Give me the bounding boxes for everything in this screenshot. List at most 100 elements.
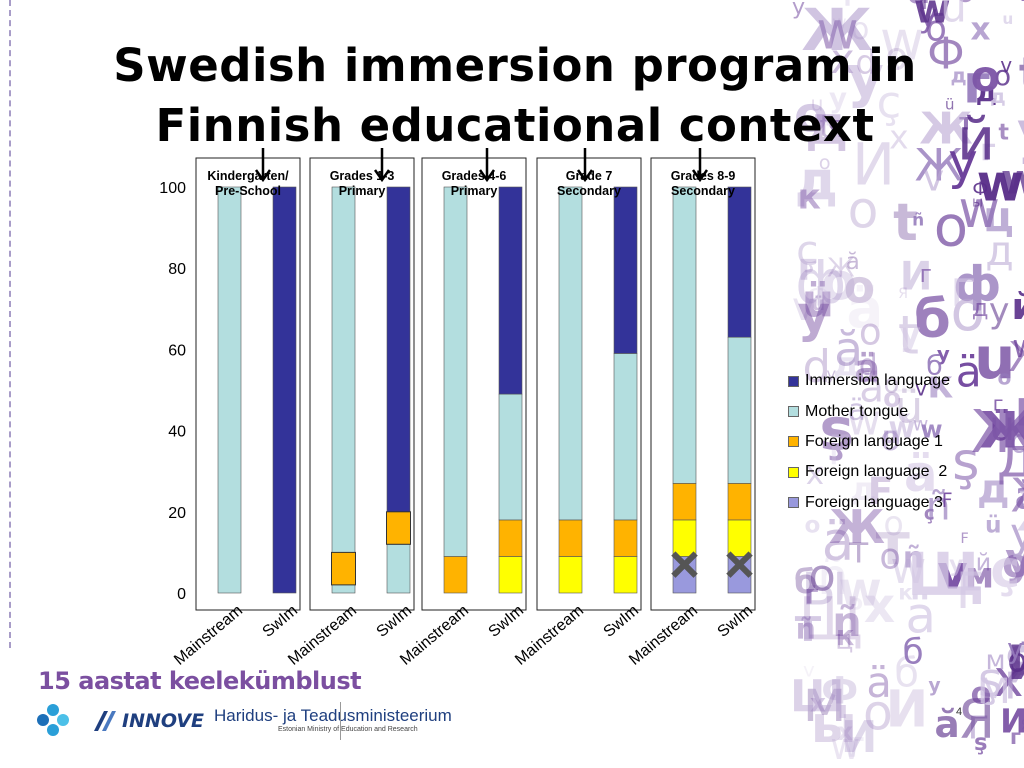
title-line-1: Swedish immersion program in — [113, 39, 917, 92]
decorative-glyph: ä — [866, 658, 891, 707]
decorative-glyph: w — [959, 180, 1000, 239]
decorative-glyph: г — [967, 700, 989, 749]
decorative-glyph: И — [1020, 429, 1024, 488]
bar-segment — [386, 186, 411, 545]
bar-segment — [613, 186, 638, 354]
decorative-glyph: y — [792, 0, 805, 20]
legend-label: Mother tongue — [805, 402, 909, 420]
decorative-glyph: д — [805, 93, 848, 156]
left-dashed-border — [9, 0, 11, 648]
decorative-glyph: д — [795, 149, 838, 212]
decorative-glyph: м — [803, 667, 847, 735]
legend-swatch — [788, 375, 799, 387]
decorative-glyph: w — [920, 415, 942, 443]
decorative-glyph: г — [963, 53, 991, 116]
decorative-glyph: ç — [796, 226, 818, 274]
decorative-glyph: г — [846, 724, 865, 765]
legend-label: Immersion language — [805, 372, 950, 390]
decorative-glyph: w — [977, 153, 1024, 213]
ministry-logo: Haridus- ja Teadusministeerium Estonian … — [214, 706, 452, 733]
decorative-glyph: г — [841, 0, 865, 16]
decorative-glyph: o — [998, 365, 1012, 389]
bar-segment — [498, 519, 523, 557]
decorative-glyph: И — [1007, 636, 1024, 691]
decorative-glyph: ü — [1021, 263, 1024, 323]
legend-item: Foreign language 2 — [788, 457, 950, 487]
decorative-glyph: v — [923, 156, 944, 199]
bar-segment — [558, 519, 583, 557]
legend-swatch — [788, 406, 799, 418]
decorative-glyph: о — [805, 512, 821, 538]
decorative-glyph: ü — [945, 95, 955, 113]
innove-logo: INNOVE — [92, 709, 204, 733]
decorative-glyph: ы — [801, 551, 848, 620]
decorative-glyph: w — [832, 14, 847, 34]
legend-label: Foreign language 2 — [805, 463, 948, 481]
decorative-glyph: t — [1020, 623, 1024, 683]
decorative-glyph: x — [837, 717, 853, 746]
decorative-glyph: x — [889, 117, 909, 156]
decorative-glyph: F — [917, 0, 937, 16]
decorative-glyph: u — [974, 324, 1015, 392]
legend-swatch — [788, 497, 799, 509]
decorative-glyph: y — [1007, 634, 1023, 665]
decorative-glyph: ç — [877, 76, 902, 129]
decorative-glyph: x — [830, 35, 854, 83]
decorative-glyph: y — [948, 132, 978, 191]
decorative-glyph: г — [804, 580, 818, 611]
decorative-glyph: й — [976, 548, 992, 576]
decorative-glyph: ş — [819, 395, 854, 463]
decorative-glyph: v — [792, 285, 815, 330]
y-tick-label: 0 — [177, 586, 186, 603]
decorative-glyph: y — [937, 342, 950, 365]
decorative-glyph: м — [977, 660, 1012, 714]
bar-segment — [443, 556, 468, 594]
decorative-glyph: y — [829, 82, 847, 115]
decorative-glyph: u — [882, 423, 898, 449]
decorative-glyph: д — [985, 227, 1014, 275]
decorative-glyph: д — [997, 425, 1024, 490]
decorative-glyph: ş — [952, 431, 979, 492]
decorative-glyph: м — [965, 555, 994, 596]
decorative-glyph: Ж — [1016, 481, 1024, 544]
down-arrow-icon — [478, 148, 496, 183]
decorative-glyph: т — [876, 510, 910, 579]
decorative-glyph: б — [794, 562, 817, 601]
decorative-glyph: x — [970, 12, 990, 48]
category-label: Mainstream — [171, 602, 246, 669]
bar-segment — [558, 186, 583, 521]
decorative-glyph: Я — [827, 117, 843, 143]
decorative-glyph: o — [934, 195, 968, 260]
decorative-glyph: o — [859, 310, 882, 354]
decorative-glyph: ñ — [1004, 654, 1024, 710]
decorative-glyph: Щ — [907, 541, 985, 609]
decorative-glyph: v — [1000, 53, 1012, 77]
decorative-glyph: ü — [989, 402, 1015, 450]
decorative-glyph: ы — [972, 195, 983, 211]
decorative-glyph: o — [883, 504, 903, 543]
decorative-glyph: к — [898, 580, 913, 605]
decorative-glyph: м — [986, 645, 1006, 676]
decorative-glyph: Ж — [971, 398, 1024, 466]
decorative-glyph: y — [928, 675, 940, 696]
decorative-glyph: ä — [822, 510, 855, 572]
decorative-glyph: ñ — [926, 484, 951, 529]
decorative-glyph: w — [839, 564, 882, 618]
group-label: Primary — [451, 184, 498, 198]
decorative-glyph: ы — [811, 695, 857, 754]
decorative-glyph: t — [893, 193, 918, 253]
decorative-glyph: t — [898, 304, 919, 367]
decorative-glyph: o — [821, 253, 857, 313]
decorative-glyph: Щ — [790, 671, 848, 722]
decorative-glyph: ş — [978, 653, 1003, 708]
decorative-glyph: y — [1010, 509, 1024, 559]
decorative-glyph: д — [886, 48, 900, 72]
decorative-glyph: ü — [802, 275, 834, 328]
decorative-glyph: д — [833, 345, 860, 383]
decorative-glyph: ü — [895, 381, 923, 434]
program-logo-icon — [37, 704, 69, 736]
decorative-glyph: w — [1012, 329, 1024, 365]
decorative-glyph: Я — [898, 286, 908, 302]
group-label: Pre-School — [215, 184, 281, 198]
decorative-glyph: б — [894, 651, 919, 697]
